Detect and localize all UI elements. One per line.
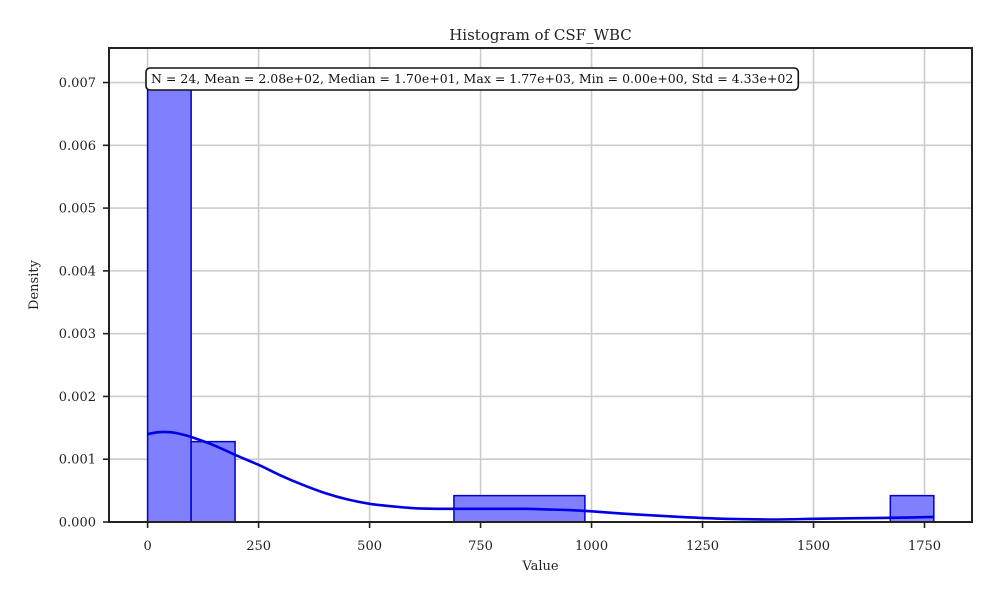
histogram-bar (190, 440, 236, 523)
y-tick-label: 0.002 (59, 390, 96, 405)
y-tick-label: 0.007 (59, 76, 96, 91)
chart-title: Histogram of CSF_WBC (449, 26, 632, 44)
x-tick-label: 1750 (908, 539, 941, 554)
plot-frame (108, 47, 973, 523)
y-tick-label: 0.000 (59, 516, 96, 531)
histogram-bar (146, 85, 192, 523)
axis-ticks: 0 250 500 750 1000 1250 1500 1750 0.000 0.001 0.00… (59, 76, 941, 554)
stats-annotation-box (145, 67, 800, 91)
stats-annotation-text: N = 24, Mean = 2.08e+02, Median = 1.70e+… (151, 71, 793, 86)
kde-curve-group (147, 430, 934, 521)
y-tick-label: 0.003 (59, 327, 96, 342)
x-tick-label: 1250 (686, 539, 719, 554)
x-tick-label: 1500 (797, 539, 830, 554)
kde-line (147, 430, 934, 521)
stats-annotation: N = 24, Mean = 2.08e+02, Median = 1.70e+… (145, 67, 800, 91)
x-tick-label: 0 (143, 539, 151, 554)
x-tick-label: 500 (357, 539, 382, 554)
y-tick-label: 0.005 (59, 202, 96, 217)
y-axis-title: Density (27, 259, 42, 310)
y-tick-label: 0.004 (59, 264, 96, 279)
y-tick-label: 0.001 (59, 453, 96, 468)
x-tick-label: 1000 (575, 539, 608, 554)
x-tick-label: 750 (468, 539, 493, 554)
y-tick-label: 0.006 (59, 139, 96, 154)
x-axis-title: Value (521, 559, 558, 574)
histogram-bars (146, 85, 935, 523)
x-tick-label: 250 (246, 539, 271, 554)
grid-lines (109, 48, 972, 523)
